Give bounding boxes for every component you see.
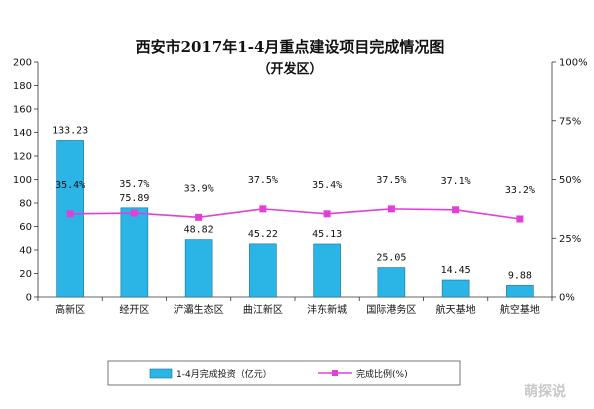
ratio-value-label: 35.7% <box>119 179 149 190</box>
legend-bar-label: 1-4月完成投资（亿元） <box>176 368 272 380</box>
ratio-value-label: 37.1% <box>441 176 471 187</box>
ratio-value-label: 35.4% <box>55 180 85 191</box>
ratio-line <box>70 208 520 220</box>
y-left-tick-label: 0 <box>26 293 32 304</box>
x-category-label: 沣东新城 <box>307 303 347 316</box>
y-left-tick-label: 160 <box>13 105 32 116</box>
y-left-tick-label: 120 <box>13 152 32 163</box>
y-left-tick-label: 40 <box>19 246 32 257</box>
bar-value-label: 133.23 <box>52 125 88 136</box>
y-left-tick-label: 60 <box>19 222 32 233</box>
x-category-label: 经开区 <box>119 303 149 316</box>
bar-value-label: 25.05 <box>376 253 406 264</box>
bar <box>120 207 149 298</box>
ratio-marker <box>259 205 267 213</box>
bar <box>377 267 406 298</box>
bar <box>313 243 341 298</box>
x-category-label: 国际港务区 <box>366 303 416 316</box>
bar <box>184 239 213 298</box>
bar-value-label: 48.82 <box>184 225 214 236</box>
chart-title: 西安市2017年1-4月重点建设项目完成情况图 <box>136 38 445 56</box>
y-right-tick-label: 100% <box>559 58 588 69</box>
bar-value-label: 45.22 <box>248 229 278 240</box>
bar <box>56 140 84 298</box>
ratio-value-label: 37.5% <box>248 175 278 186</box>
y-left-tick-label: 100 <box>13 175 32 186</box>
line-group <box>66 205 524 223</box>
bar <box>441 279 470 298</box>
x-category-label: 高新区 <box>55 303 85 316</box>
y-right-tick-label: 25% <box>559 234 581 245</box>
x-category-label: 航天基地 <box>436 303 476 316</box>
ratio-marker <box>387 205 395 213</box>
bar-value-label: 9.88 <box>508 270 532 281</box>
x-category-label: 浐灞生态区 <box>174 303 224 316</box>
ratio-value-label: 37.5% <box>376 175 406 186</box>
bar-value-label: 45.13 <box>312 229 342 240</box>
ratio-marker <box>323 210 331 218</box>
bar-value-label: 75.89 <box>119 193 149 204</box>
y-right-tick-label: 0% <box>559 293 575 304</box>
ratio-marker <box>452 206 460 214</box>
legend: 1-4月完成投资（亿元） 完成比例(%) <box>107 360 461 386</box>
axes-group: 0 20 40 60 80 100 120 140 160 180 200 0% 25% 50% 75% 10… <box>13 58 588 317</box>
ratio-marker <box>66 210 74 218</box>
chart-subtitle: （开发区） <box>257 61 322 77</box>
y-right-tick-label: 75% <box>559 116 581 127</box>
bar-value-label: 14.45 <box>441 265 471 276</box>
y-left-tick-label: 20 <box>19 269 32 280</box>
ratio-value-label: 33.2% <box>505 185 535 196</box>
ratio-value-label: 33.9% <box>184 183 214 194</box>
watermark-text: 萌探说 <box>524 383 566 400</box>
labels-group: 133.23 75.89 48.82 45.22 45.13 25.05 14.45 9.88… <box>52 125 535 281</box>
bar <box>249 243 277 298</box>
y-left-tick-label: 200 <box>13 58 32 69</box>
bars-group <box>56 140 534 298</box>
legend-bar-swatch <box>149 368 173 379</box>
y-left-tick-label: 140 <box>13 128 32 139</box>
ratio-marker <box>130 209 138 217</box>
y-right-tick-label: 50% <box>559 175 581 186</box>
ratio-marker <box>516 215 524 223</box>
y-left-tick-label: 80 <box>19 199 32 210</box>
legend-line-marker <box>332 370 338 376</box>
y-left-tick-label: 180 <box>13 81 32 92</box>
legend-line-label: 完成比例(%) <box>356 368 408 380</box>
ratio-marker <box>195 213 203 221</box>
x-category-label: 航空基地 <box>500 303 540 316</box>
bar <box>506 285 534 298</box>
ratio-value-label: 35.4% <box>312 180 342 191</box>
x-category-label: 曲江新区 <box>243 303 283 316</box>
